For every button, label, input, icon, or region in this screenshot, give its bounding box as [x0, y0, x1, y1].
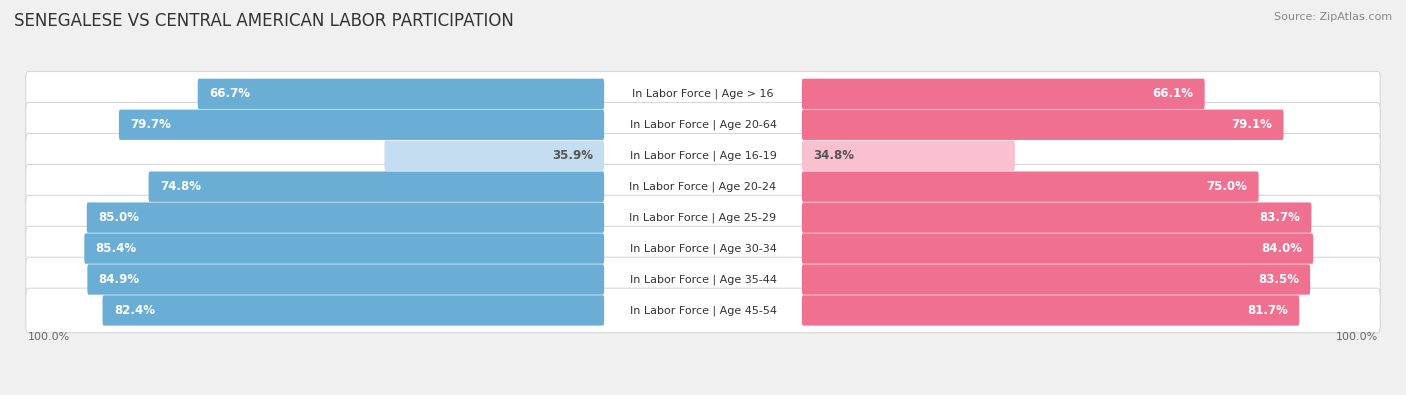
- Text: In Labor Force | Age 20-24: In Labor Force | Age 20-24: [630, 181, 776, 192]
- FancyBboxPatch shape: [801, 233, 1313, 264]
- Text: 66.1%: 66.1%: [1153, 87, 1194, 100]
- FancyBboxPatch shape: [25, 226, 1381, 271]
- Text: In Labor Force | Age 20-64: In Labor Force | Age 20-64: [630, 120, 776, 130]
- Text: 85.4%: 85.4%: [96, 242, 136, 255]
- Text: 75.0%: 75.0%: [1206, 180, 1247, 193]
- Text: In Labor Force | Age > 16: In Labor Force | Age > 16: [633, 88, 773, 99]
- Text: 81.7%: 81.7%: [1247, 304, 1288, 317]
- FancyBboxPatch shape: [801, 203, 1312, 233]
- Text: 100.0%: 100.0%: [28, 332, 70, 342]
- FancyBboxPatch shape: [801, 79, 1205, 109]
- Text: 84.0%: 84.0%: [1261, 242, 1302, 255]
- FancyBboxPatch shape: [25, 257, 1381, 302]
- Text: 74.8%: 74.8%: [160, 180, 201, 193]
- FancyBboxPatch shape: [801, 141, 1015, 171]
- FancyBboxPatch shape: [801, 109, 1284, 140]
- FancyBboxPatch shape: [103, 295, 605, 325]
- FancyBboxPatch shape: [87, 203, 605, 233]
- Text: 85.0%: 85.0%: [98, 211, 139, 224]
- Text: In Labor Force | Age 35-44: In Labor Force | Age 35-44: [630, 274, 776, 285]
- Text: 83.5%: 83.5%: [1258, 273, 1299, 286]
- FancyBboxPatch shape: [87, 264, 605, 295]
- FancyBboxPatch shape: [384, 141, 605, 171]
- Text: Source: ZipAtlas.com: Source: ZipAtlas.com: [1274, 12, 1392, 22]
- Text: In Labor Force | Age 45-54: In Labor Force | Age 45-54: [630, 305, 776, 316]
- FancyBboxPatch shape: [149, 171, 605, 202]
- FancyBboxPatch shape: [25, 102, 1381, 147]
- FancyBboxPatch shape: [25, 196, 1381, 240]
- FancyBboxPatch shape: [25, 134, 1381, 178]
- Text: 83.7%: 83.7%: [1260, 211, 1301, 224]
- FancyBboxPatch shape: [25, 288, 1381, 333]
- FancyBboxPatch shape: [801, 171, 1258, 202]
- FancyBboxPatch shape: [801, 264, 1310, 295]
- FancyBboxPatch shape: [84, 233, 605, 264]
- Text: 79.1%: 79.1%: [1232, 118, 1272, 131]
- FancyBboxPatch shape: [120, 109, 605, 140]
- Text: 66.7%: 66.7%: [209, 87, 250, 100]
- FancyBboxPatch shape: [25, 164, 1381, 209]
- Text: 84.9%: 84.9%: [98, 273, 139, 286]
- Text: In Labor Force | Age 25-29: In Labor Force | Age 25-29: [630, 213, 776, 223]
- Text: 79.7%: 79.7%: [131, 118, 172, 131]
- Text: 100.0%: 100.0%: [1336, 332, 1378, 342]
- Text: 34.8%: 34.8%: [813, 149, 855, 162]
- Text: 82.4%: 82.4%: [114, 304, 155, 317]
- FancyBboxPatch shape: [801, 295, 1299, 325]
- Text: 35.9%: 35.9%: [551, 149, 593, 162]
- FancyBboxPatch shape: [198, 79, 605, 109]
- Text: In Labor Force | Age 16-19: In Labor Force | Age 16-19: [630, 150, 776, 161]
- Text: SENEGALESE VS CENTRAL AMERICAN LABOR PARTICIPATION: SENEGALESE VS CENTRAL AMERICAN LABOR PAR…: [14, 12, 515, 30]
- FancyBboxPatch shape: [25, 71, 1381, 116]
- Text: In Labor Force | Age 30-34: In Labor Force | Age 30-34: [630, 243, 776, 254]
